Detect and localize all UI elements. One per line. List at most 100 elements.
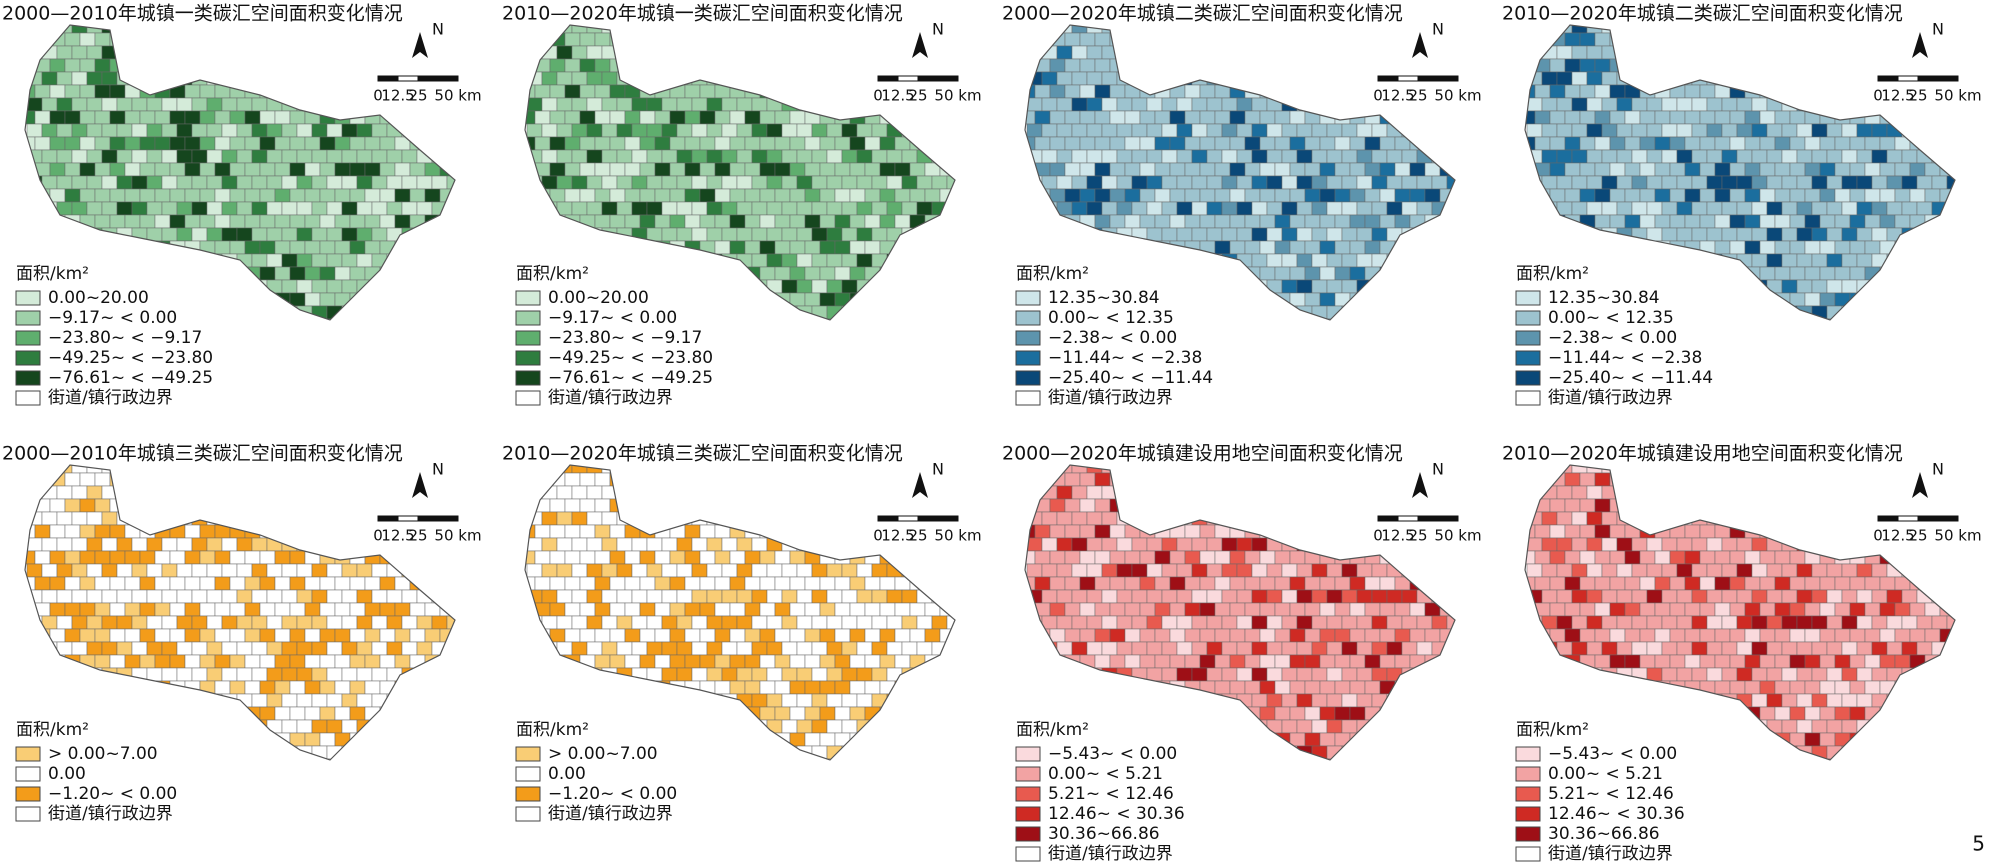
district bbox=[386, 149, 403, 164]
district bbox=[184, 266, 201, 281]
district bbox=[886, 123, 903, 138]
district bbox=[1654, 266, 1671, 281]
district bbox=[736, 745, 753, 760]
district bbox=[1064, 550, 1081, 565]
district bbox=[946, 123, 955, 138]
district bbox=[841, 745, 858, 760]
district bbox=[639, 240, 656, 255]
district bbox=[1646, 71, 1663, 86]
district bbox=[826, 305, 843, 320]
district bbox=[64, 162, 81, 177]
legend-label: 0.00~ < 12.35 bbox=[1048, 308, 1174, 328]
district bbox=[631, 563, 648, 578]
district bbox=[1962, 72, 1977, 85]
district bbox=[154, 58, 171, 73]
district bbox=[1571, 227, 1588, 242]
district bbox=[1161, 149, 1178, 164]
district bbox=[1556, 227, 1573, 242]
district bbox=[796, 97, 813, 112]
district bbox=[1616, 149, 1633, 164]
district bbox=[334, 162, 351, 177]
district bbox=[654, 602, 671, 617]
district bbox=[1706, 253, 1723, 268]
district bbox=[1176, 667, 1193, 682]
district bbox=[349, 214, 366, 229]
district bbox=[525, 654, 536, 669]
district bbox=[579, 524, 596, 539]
district bbox=[1296, 175, 1313, 190]
district bbox=[101, 123, 118, 138]
district bbox=[1781, 149, 1798, 164]
district bbox=[86, 71, 103, 86]
district bbox=[1229, 628, 1246, 643]
district bbox=[1191, 305, 1208, 320]
district bbox=[462, 176, 477, 189]
district bbox=[1154, 498, 1171, 513]
district bbox=[1916, 25, 1933, 34]
district bbox=[1751, 253, 1768, 268]
district bbox=[1341, 123, 1358, 138]
district bbox=[781, 615, 798, 630]
district bbox=[1371, 45, 1388, 60]
district bbox=[1751, 305, 1768, 320]
district bbox=[1691, 123, 1708, 138]
district bbox=[1534, 214, 1551, 229]
district bbox=[462, 124, 477, 137]
district bbox=[386, 615, 403, 630]
district bbox=[1319, 58, 1336, 73]
district bbox=[676, 667, 693, 682]
district bbox=[319, 550, 336, 565]
district bbox=[334, 472, 351, 487]
district bbox=[364, 576, 381, 591]
district bbox=[1796, 45, 1813, 60]
district bbox=[1251, 149, 1268, 164]
district bbox=[1311, 97, 1328, 112]
district bbox=[1416, 25, 1433, 34]
district bbox=[1025, 32, 1036, 47]
district bbox=[356, 745, 373, 760]
district bbox=[289, 58, 306, 73]
district bbox=[1289, 58, 1306, 73]
district bbox=[564, 58, 581, 73]
district bbox=[1669, 162, 1686, 177]
district bbox=[1101, 563, 1118, 578]
district bbox=[1266, 641, 1283, 656]
district bbox=[1401, 615, 1418, 630]
district bbox=[1879, 318, 1896, 320]
district bbox=[281, 693, 298, 708]
district bbox=[781, 693, 798, 708]
district bbox=[184, 188, 201, 203]
district bbox=[131, 485, 148, 500]
district bbox=[954, 706, 955, 721]
district bbox=[714, 318, 731, 320]
district bbox=[1751, 123, 1768, 138]
district bbox=[1431, 253, 1448, 268]
district bbox=[1049, 110, 1066, 125]
legend-label: −11.44~ < −2.38 bbox=[1548, 348, 1702, 368]
district bbox=[1446, 45, 1455, 60]
district bbox=[1356, 97, 1373, 112]
district bbox=[1571, 123, 1588, 138]
district bbox=[214, 318, 231, 320]
district bbox=[281, 279, 298, 294]
district bbox=[676, 149, 693, 164]
district bbox=[525, 706, 536, 721]
district bbox=[1281, 45, 1298, 60]
district bbox=[431, 279, 448, 294]
district bbox=[1326, 537, 1343, 552]
district bbox=[1236, 537, 1253, 552]
district bbox=[774, 706, 791, 721]
district bbox=[379, 732, 396, 747]
district bbox=[244, 498, 261, 513]
district bbox=[856, 537, 873, 552]
district bbox=[1214, 240, 1231, 255]
district bbox=[1251, 123, 1268, 138]
district bbox=[759, 136, 776, 151]
district bbox=[154, 292, 171, 307]
district bbox=[199, 58, 216, 73]
district bbox=[34, 240, 51, 255]
district bbox=[654, 628, 671, 643]
district bbox=[1131, 123, 1148, 138]
district bbox=[601, 563, 618, 578]
district bbox=[446, 201, 455, 216]
